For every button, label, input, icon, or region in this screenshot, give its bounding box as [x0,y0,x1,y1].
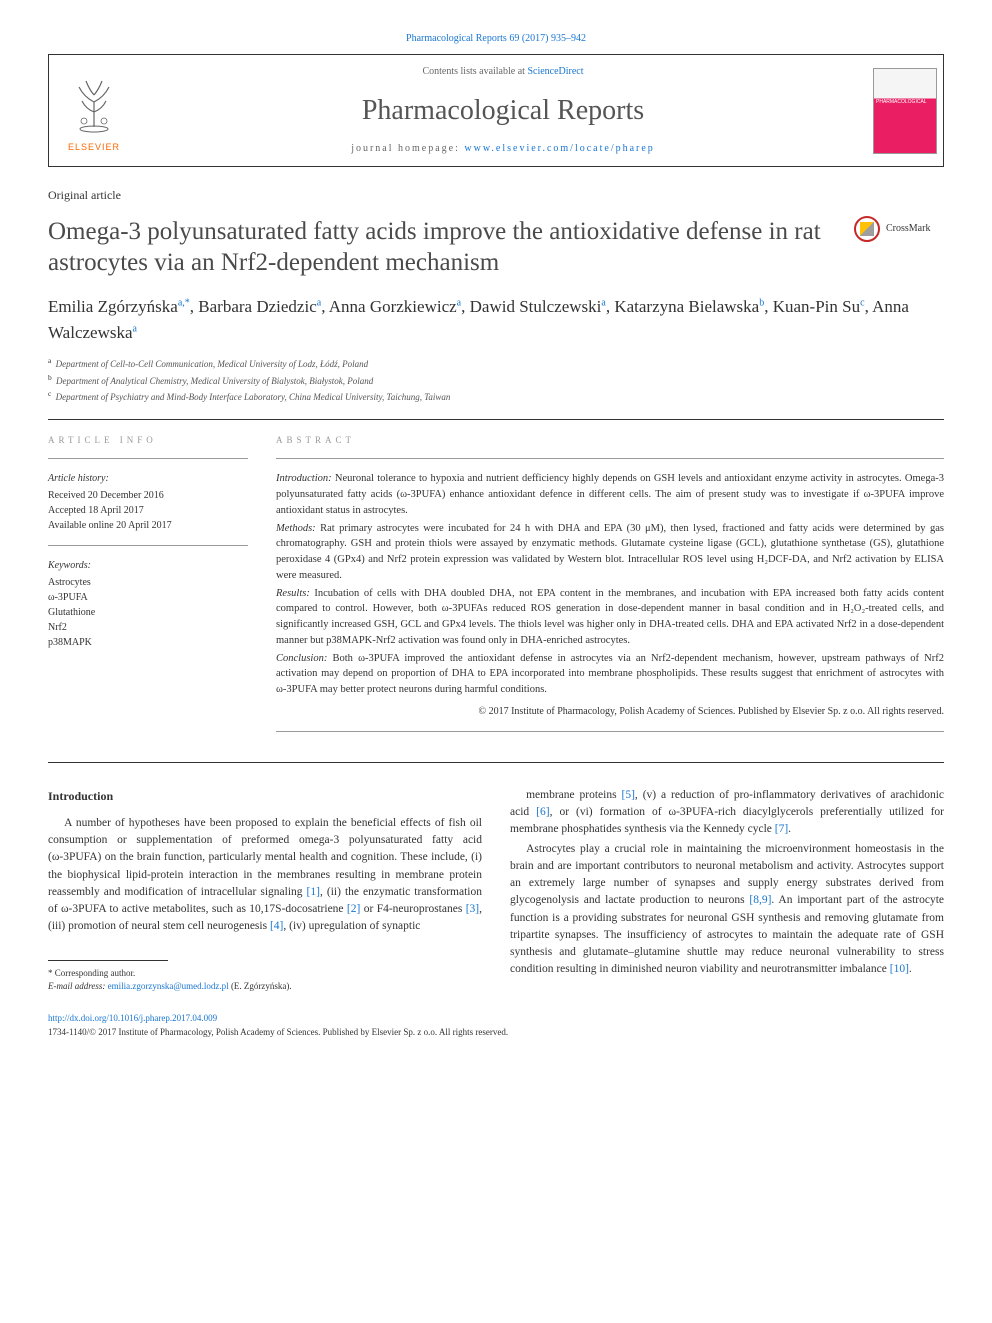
section-heading-introduction: Introduction [48,787,482,805]
body-paragraph: A number of hypotheses have been propose… [48,815,482,936]
keyword: Nrf2 [48,620,248,635]
homepage-link[interactable]: www.elsevier.com/locate/pharep [464,143,654,154]
keyword: Glutathione [48,605,248,620]
homepage-prefix: journal homepage: [351,143,464,154]
abstract-paragraph: Introduction: Neuronal tolerance to hypo… [276,471,944,518]
article-type: Original article [48,187,944,204]
journal-name: Pharmacological Reports [159,91,847,130]
crossmark-badge[interactable]: CrossMark [854,216,944,242]
contents-prefix: Contents lists available at [422,66,527,77]
crossmark-icon [854,216,880,242]
contents-line: Contents lists available at ScienceDirec… [159,65,847,79]
history-line: Received 20 December 2016 [48,488,248,503]
abstract-paragraph: Methods: Rat primary astrocytes were inc… [276,521,944,584]
abstract-heading: ABSTRACT [276,434,944,447]
body-paragraph: membrane proteins [5], (v) a reduction o… [510,787,944,839]
email-label: E-mail address: [48,981,108,991]
history-line: Accepted 18 April 2017 [48,503,248,518]
keyword: Astrocytes [48,575,248,590]
keywords-heading: Keywords: [48,558,248,573]
corr-author-label: * Corresponding author. [48,967,482,981]
crossmark-label: CrossMark [886,222,930,236]
homepage-line: journal homepage: www.elsevier.com/locat… [159,142,847,156]
journal-header: ELSEVIER Contents lists available at Sci… [48,54,944,167]
article-info: ARTICLE INFO Article history: Received 2… [48,434,248,744]
cover-thumbnail: PHARMACOLOGICAL [873,68,937,154]
sciencedirect-link[interactable]: ScienceDirect [527,66,583,77]
abstract-copyright: © 2017 Institute of Pharmacology, Polish… [276,704,944,719]
body-column-left: Introduction A number of hypotheses have… [48,787,482,994]
article-title: Omega-3 polyunsaturated fatty acids impr… [48,216,834,279]
body-column-right: membrane proteins [5], (v) a reduction o… [510,787,944,994]
cover-label: PHARMACOLOGICAL [876,99,927,106]
abstract-paragraph: Results: Incubation of cells with DHA do… [276,586,944,649]
doi-line: http://dx.doi.org/10.1016/j.pharep.2017.… [48,1012,944,1025]
bottom-copyright: 1734-1140/© 2017 Institute of Pharmacolo… [48,1026,944,1039]
elsevier-logo[interactable]: ELSEVIER [49,55,139,166]
doi-link[interactable]: http://dx.doi.org/10.1016/j.pharep.2017.… [48,1013,217,1023]
article-info-heading: ARTICLE INFO [48,434,248,447]
keyword: ω-3PUFA [48,590,248,605]
keyword: p38MAPK [48,635,248,650]
elsevier-tree-icon [64,67,124,137]
corr-email-link[interactable]: emilia.zgorzynska@umed.lodz.pl [108,981,229,991]
abstract: ABSTRACT Introduction: Neuronal toleranc… [276,434,944,744]
history-heading: Article history: [48,471,248,486]
affiliations: a Department of Cell-to-Cell Communicati… [48,355,944,404]
body-paragraph: Astrocytes play a crucial role in mainta… [510,841,944,979]
journal-cover[interactable]: PHARMACOLOGICAL [867,55,943,166]
author-list: Emilia Zgórzyńskaa,*, Barbara Dziedzica,… [48,294,944,345]
corr-email-author: (E. Zgórzyńska). [229,981,292,991]
corresponding-author-footnote: * Corresponding author. E-mail address: … [48,967,482,994]
top-citation[interactable]: Pharmacological Reports 69 (2017) 935–94… [48,32,944,46]
abstract-paragraph: Conclusion: Both ω-3PUFA improved the an… [276,651,944,698]
elsevier-wordmark: ELSEVIER [68,141,120,154]
history-line: Available online 20 April 2017 [48,518,248,533]
